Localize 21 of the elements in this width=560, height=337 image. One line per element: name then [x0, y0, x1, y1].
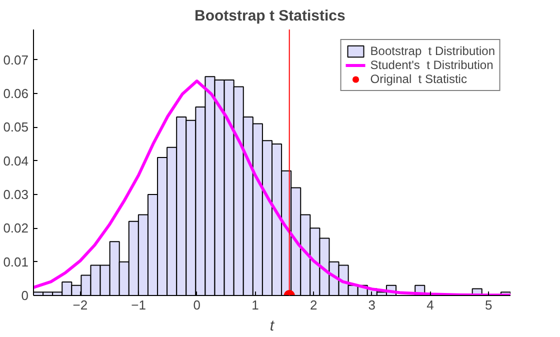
y-tick-label: 0	[21, 288, 29, 303]
legend-label: Original t Statistic	[370, 72, 467, 86]
y-tick-label: 0.03	[3, 186, 29, 202]
x-tick-label: −2	[72, 298, 88, 312]
x-tick-label: 2	[310, 298, 318, 312]
legend-label: Student's t Distribution	[370, 58, 494, 72]
x-axis-title: t	[270, 318, 275, 334]
x-tick-label: 0	[193, 298, 200, 312]
chart-title: Bootstrap t Statistics	[194, 8, 346, 24]
x-tick-label: −1	[131, 298, 146, 312]
y-tick-label: 0.01	[3, 254, 29, 270]
y-tick-label: 0.04	[3, 153, 29, 168]
x-tick-label: 4	[426, 298, 434, 312]
y-tick-label: 0.06	[3, 86, 29, 101]
legend-label: Bootstrap t Distribution	[370, 44, 495, 58]
x-tick-label: 1	[252, 298, 259, 312]
y-tick-label: 0.07	[3, 52, 29, 68]
y-tick-label: 0.05	[3, 120, 29, 135]
x-tick-label: 3	[368, 298, 376, 312]
y-tick-label: 0.02	[3, 220, 29, 236]
x-tick-label: 5	[485, 298, 492, 312]
